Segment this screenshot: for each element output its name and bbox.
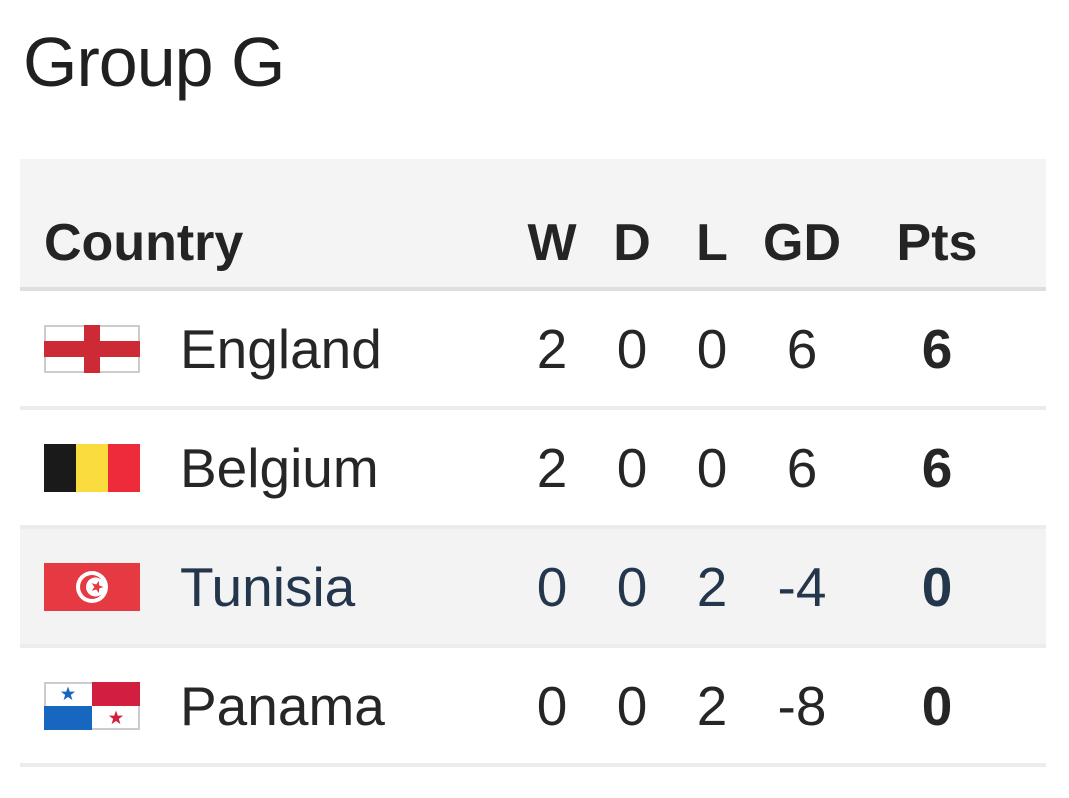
lost-cell: 2 <box>696 555 728 618</box>
lost-cell: 0 <box>696 436 728 499</box>
goal-difference-cell: 6 <box>786 317 818 380</box>
points-cell: 0 <box>921 555 953 618</box>
won-cell: 2 <box>536 317 568 380</box>
drawn-cell: 0 <box>616 317 648 380</box>
won-cell: 0 <box>536 555 568 618</box>
header-cell-drawn: D <box>613 214 651 272</box>
header-cell-won: W <box>527 214 577 272</box>
lost-cell: 2 <box>696 674 728 737</box>
country-name: England <box>180 317 382 380</box>
country-cell: Belgium <box>44 436 512 500</box>
tunisia-flag-icon <box>44 562 140 611</box>
england-flag-icon <box>44 324 140 373</box>
won-cell: 2 <box>536 436 568 499</box>
won-cell: 0 <box>536 674 568 737</box>
points-cell: 6 <box>921 436 953 499</box>
goal-difference-cell: -4 <box>777 555 827 618</box>
country-cell: Tunisia <box>44 555 512 619</box>
points-cell: 6 <box>921 317 953 380</box>
table-header-row: Country W D L GD Pts <box>20 159 1046 291</box>
table-row: Panama 0 0 2 -8 0 <box>20 648 1046 767</box>
table-row: Tunisia 0 0 2 -4 0 <box>20 529 1046 648</box>
lost-cell: 0 <box>696 317 728 380</box>
table-row: Belgium 2 0 0 6 6 <box>20 410 1046 529</box>
country-name: Tunisia <box>180 555 356 618</box>
belgium-flag-icon <box>44 443 140 492</box>
country-cell: Panama <box>44 674 512 738</box>
drawn-cell: 0 <box>616 436 648 499</box>
country-name: Belgium <box>180 436 379 499</box>
points-cell: 0 <box>921 674 953 737</box>
header-cell-country: Country <box>44 214 244 272</box>
drawn-cell: 0 <box>616 555 648 618</box>
goal-difference-cell: 6 <box>786 436 818 499</box>
group-standings-table: Country W D L GD Pts England 2 0 0 6 6 <box>20 159 1046 767</box>
header-cell-lost: L <box>696 214 728 272</box>
country-cell: England <box>44 317 512 381</box>
panama-flag-icon <box>44 681 140 730</box>
table-row: England 2 0 0 6 6 <box>20 291 1046 410</box>
header-cell-points: Pts <box>896 214 978 272</box>
drawn-cell: 0 <box>616 674 648 737</box>
page-title: Group G <box>23 23 285 101</box>
country-name: Panama <box>180 674 385 737</box>
goal-difference-cell: -8 <box>777 674 827 737</box>
header-cell-goal-difference: GD <box>763 214 841 272</box>
